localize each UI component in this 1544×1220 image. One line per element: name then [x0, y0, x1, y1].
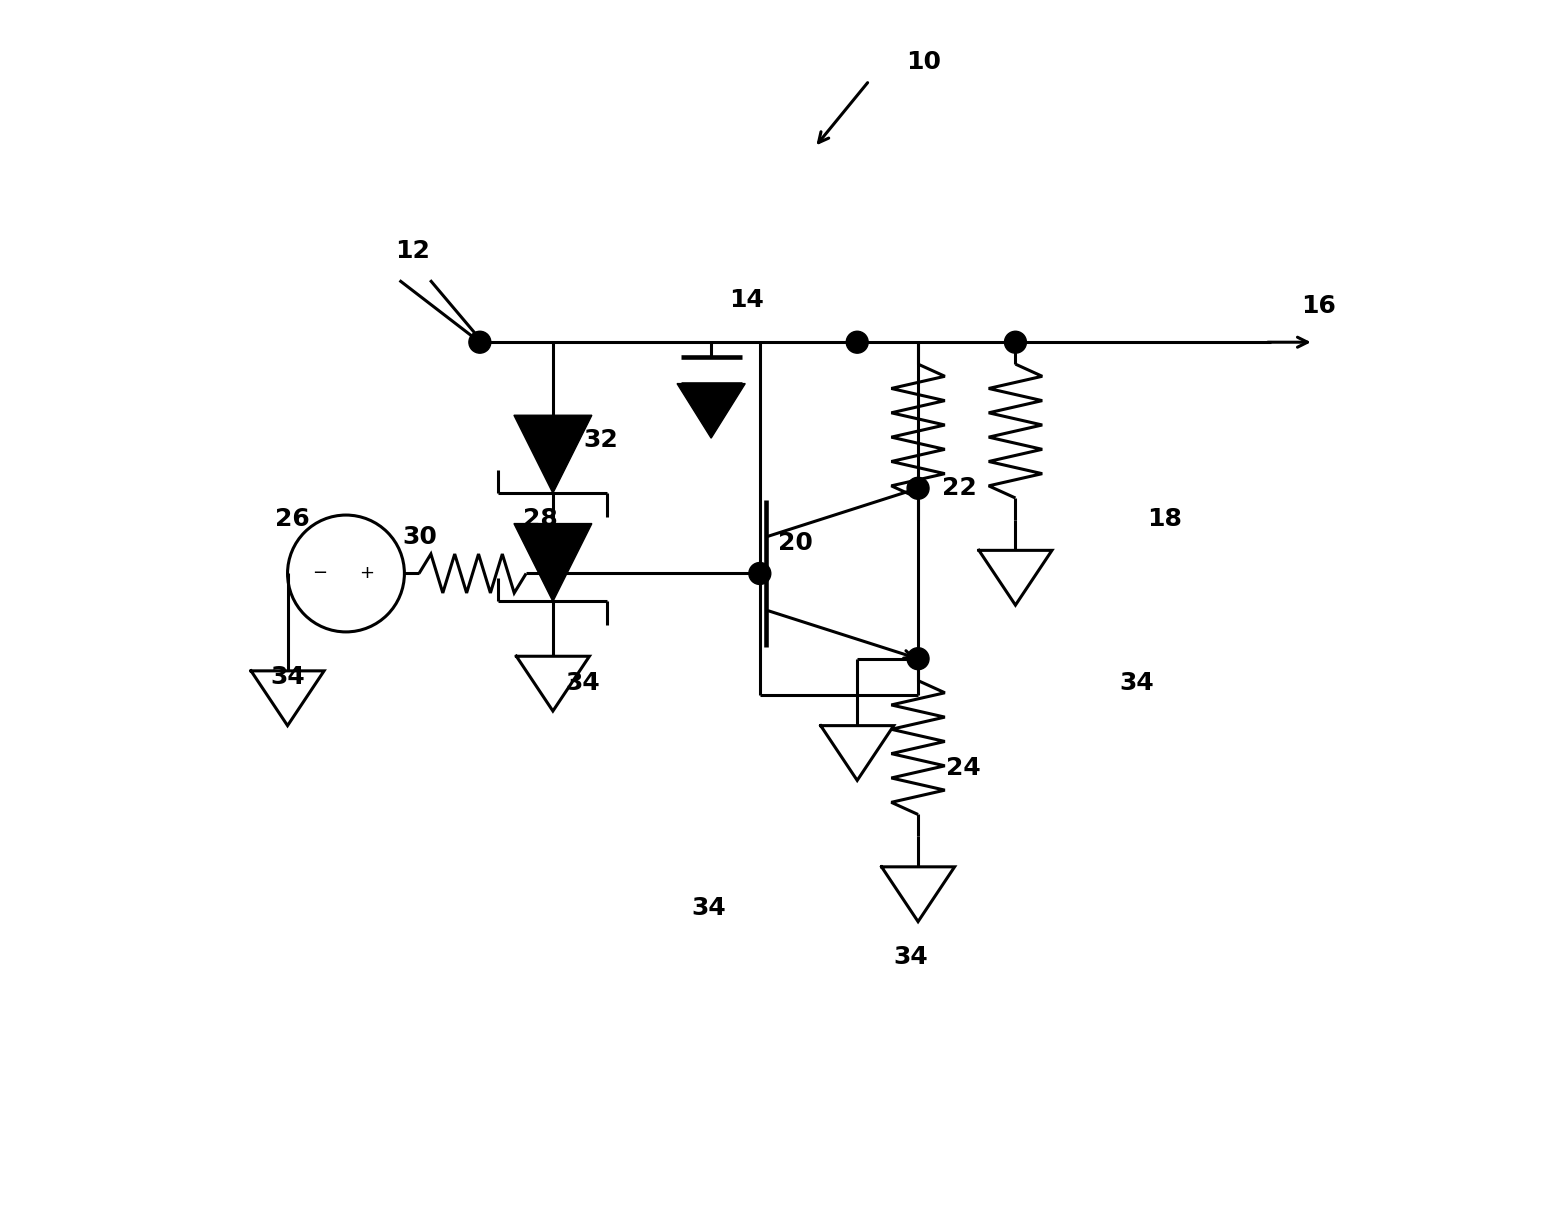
- Circle shape: [1005, 332, 1027, 353]
- Text: 14: 14: [729, 288, 764, 311]
- Text: 24: 24: [946, 756, 980, 781]
- Circle shape: [469, 332, 491, 353]
- Text: 26: 26: [275, 506, 309, 531]
- Circle shape: [749, 562, 770, 584]
- Circle shape: [908, 477, 929, 499]
- Text: 18: 18: [1147, 506, 1181, 531]
- Polygon shape: [678, 383, 746, 438]
- Text: 32: 32: [584, 427, 618, 451]
- Text: 28: 28: [523, 506, 557, 531]
- Text: 16: 16: [1302, 294, 1337, 317]
- Text: 34: 34: [270, 665, 306, 689]
- Text: −: −: [312, 565, 327, 582]
- Text: 34: 34: [1119, 671, 1155, 695]
- Text: 10: 10: [906, 50, 940, 74]
- Polygon shape: [514, 415, 591, 493]
- Text: 12: 12: [395, 239, 431, 264]
- Text: 34: 34: [565, 671, 599, 695]
- Circle shape: [846, 332, 868, 353]
- Text: 20: 20: [778, 531, 814, 555]
- Circle shape: [908, 648, 929, 670]
- Text: 34: 34: [894, 946, 928, 969]
- Polygon shape: [514, 523, 591, 601]
- Text: 22: 22: [942, 476, 977, 500]
- Text: 30: 30: [403, 525, 437, 549]
- Text: 34: 34: [692, 897, 726, 920]
- Text: +: +: [358, 565, 374, 582]
